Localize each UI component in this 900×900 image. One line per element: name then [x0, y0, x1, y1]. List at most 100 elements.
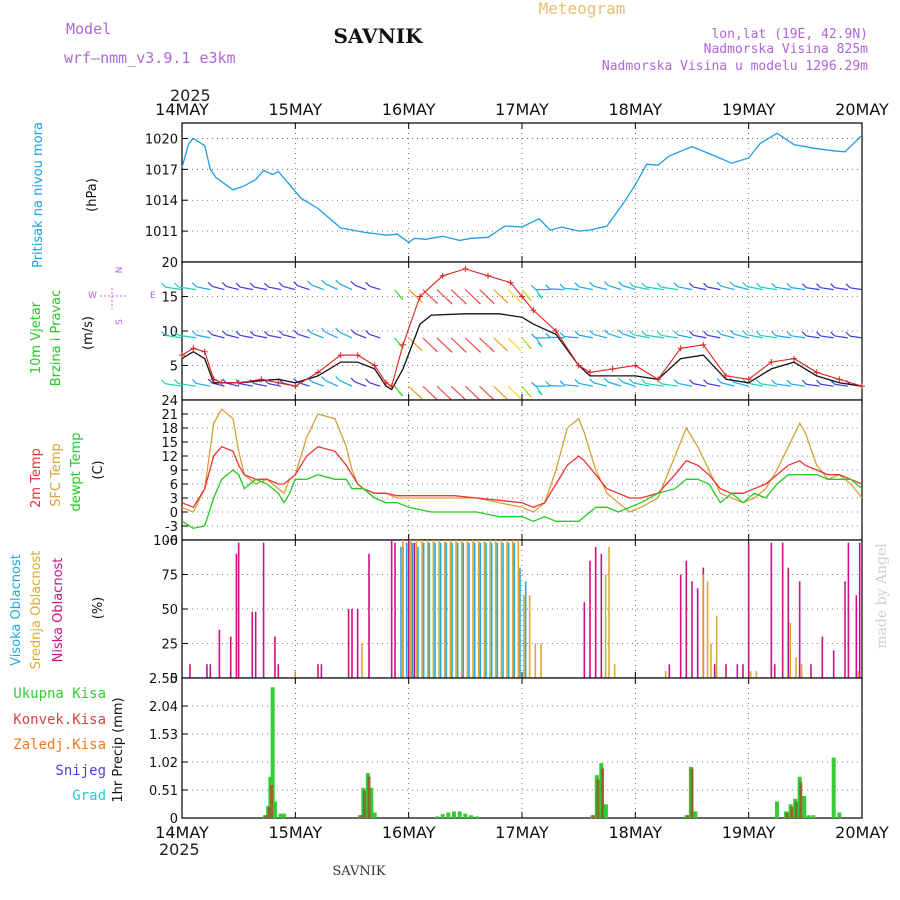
- temp-ytick-label: 3: [170, 492, 178, 507]
- legend-snow: Snijeg: [55, 763, 106, 779]
- watermark: made by Angel: [874, 543, 890, 649]
- wind-barb-flag: [293, 329, 299, 335]
- lonlat-label: lon,lat (19E, 42.9N): [711, 27, 868, 42]
- wind-barb-flag: [173, 282, 179, 288]
- wind-barb: [693, 383, 707, 387]
- rain-conv-bar: [359, 815, 363, 818]
- wind-barb-flag: [537, 390, 543, 396]
- wind-barb: [311, 380, 324, 387]
- chart-title: SAVNIK: [333, 24, 423, 48]
- wind-barb: [282, 334, 296, 339]
- wind-barb: [354, 333, 367, 339]
- t2m-line: [181, 445, 863, 509]
- rain-conv-bar: [690, 768, 694, 818]
- wind-barb: [239, 334, 253, 339]
- wind-barb: [212, 285, 225, 291]
- dew-ylabel: dewpt Temp: [69, 432, 84, 511]
- wind-barb-flag: [192, 330, 197, 336]
- rain-total-bar: [831, 757, 836, 818]
- wind-barb-flag: [771, 379, 777, 385]
- wind-barb-flag: [801, 331, 807, 337]
- wind-barb-flag: [545, 332, 551, 338]
- wind-barb: [297, 285, 310, 291]
- wind-barb-flag: [830, 283, 836, 289]
- wind-barb: [661, 334, 678, 339]
- wind-barb-flag: [321, 279, 327, 285]
- rain-total-bar: [369, 787, 374, 818]
- wind-barb: [226, 334, 239, 339]
- wind-barb-flag: [603, 377, 609, 383]
- wind-barb-flag: [516, 345, 522, 351]
- x-top-label: 19MAY: [722, 100, 776, 119]
- rain-total-bar: [372, 812, 377, 818]
- rain-total-bar: [469, 815, 473, 818]
- wind-barb: [549, 336, 565, 339]
- wind-barb-flag: [476, 347, 481, 353]
- temp-ytick-label: 15: [161, 436, 178, 451]
- wind-barb: [339, 331, 353, 339]
- wind-barb-flag: [207, 282, 213, 287]
- year-top: 2025: [170, 86, 211, 105]
- cloud-high-ylabel: Visoka Oblacnost: [9, 554, 24, 666]
- wind-barb: [661, 383, 678, 387]
- wind-barb-flag: [516, 393, 522, 399]
- wind-barb-flag: [526, 344, 532, 350]
- precip-ytick-label: 0: [170, 812, 178, 827]
- pressure-ylabel: Pritisak na nivou mora: [31, 122, 46, 268]
- wind-barb-flag: [574, 282, 580, 288]
- wind-barb-flag: [489, 347, 495, 353]
- wind-barb: [849, 335, 863, 339]
- rain-conv-bar: [264, 815, 268, 818]
- wind-barb-flag: [716, 330, 722, 335]
- compass-e: E: [150, 291, 156, 301]
- temp-ytick-label: 21: [161, 408, 178, 423]
- pressure-ytick-label: 1020: [145, 132, 178, 147]
- wind-barb: [593, 382, 608, 387]
- wind-barb: [775, 383, 792, 387]
- wind-barb-flag: [476, 299, 481, 305]
- wind-barb: [820, 383, 834, 387]
- wind-barb-flag: [321, 376, 327, 381]
- x-top-label: 16MAY: [382, 100, 436, 119]
- rain-conv-bar: [600, 768, 604, 818]
- cloud-low-ylabel: Niska Oblacnost: [51, 558, 66, 663]
- wind-barb-flag: [503, 346, 509, 352]
- rain-conv-bar: [785, 812, 789, 818]
- wind-barb-flag: [489, 299, 495, 304]
- wind-barb: [834, 383, 848, 387]
- wind-barb-flag: [628, 378, 634, 384]
- wind-ytick-label: 15: [161, 291, 178, 306]
- rain-total-bar: [446, 812, 451, 818]
- wind-barb-flag: [729, 281, 735, 287]
- precip-panel: 0 0.51 1.02 1.53 2.04 2.55: [149, 672, 863, 827]
- wind-barb-flag: [786, 379, 792, 385]
- rain-total-bar: [440, 814, 445, 818]
- wind-barb: [645, 334, 664, 339]
- wind-barb: [849, 287, 863, 291]
- wind-barb-flag: [503, 298, 509, 304]
- wind-barb: [720, 285, 735, 291]
- rain-conv-bar: [799, 782, 803, 818]
- wind-barb-flag: [221, 330, 227, 336]
- wind-barb: [212, 382, 225, 387]
- wind-barb-flag: [688, 379, 694, 385]
- wind-barb-flag: [816, 379, 821, 385]
- rain-total-bar: [474, 816, 479, 818]
- wind-barb-flag: [656, 282, 662, 288]
- wind-barb: [693, 286, 707, 291]
- wind-barb-flag: [335, 376, 341, 381]
- wind-barb: [254, 286, 268, 291]
- wind-barb: [369, 285, 381, 291]
- x-bottom-label: 17MAY: [495, 823, 549, 842]
- wind-barb-flag: [729, 329, 735, 335]
- wind-barb: [806, 335, 820, 339]
- wind-barb: [369, 382, 381, 387]
- wind-barb: [339, 379, 353, 387]
- wind-barb-flag: [207, 378, 213, 384]
- wind-barb-flag: [716, 378, 722, 384]
- wind-barb: [790, 335, 806, 339]
- wind-barb: [549, 288, 565, 291]
- pressure-ytick-label: 1014: [145, 194, 178, 209]
- cloud-unit: (%): [91, 597, 106, 620]
